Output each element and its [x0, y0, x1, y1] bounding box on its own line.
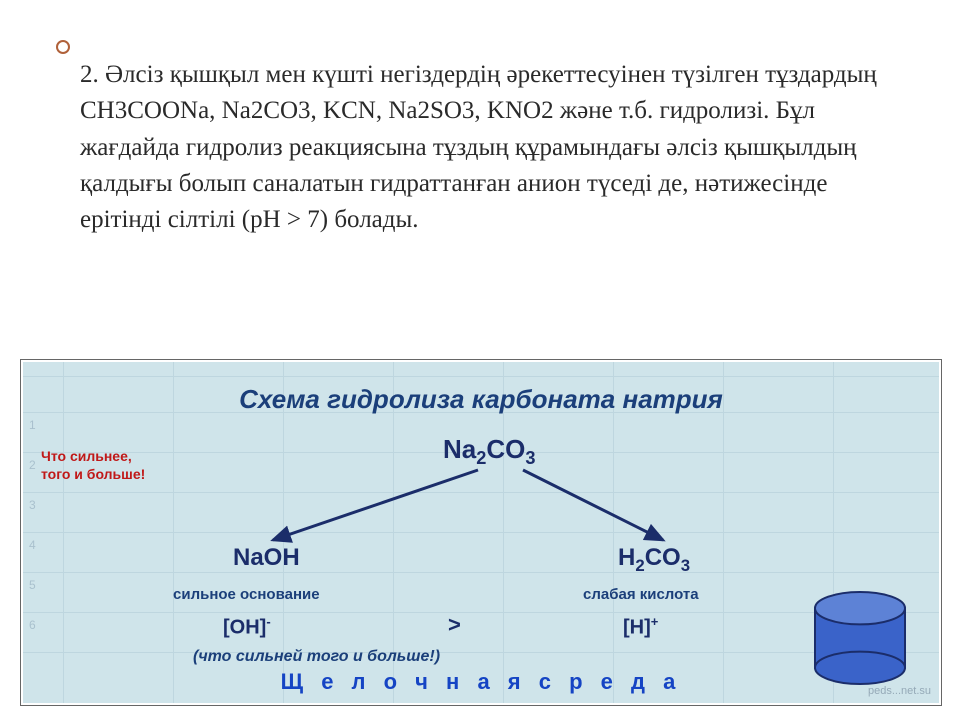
- greater-than-sign: >: [448, 612, 461, 638]
- diagram-frame: 1 2 3 4 5 6 Схема гидролиза карбоната на…: [20, 359, 942, 706]
- ion-oh: [OH]-: [223, 614, 271, 640]
- beaker-cylinder-icon: [813, 590, 907, 686]
- slide: 2. Әлсіз қышқыл мен күшті негіздердің әр…: [0, 0, 960, 720]
- formula-h2co3: H2CO3: [618, 544, 690, 576]
- formula-naoh: NaOH: [233, 544, 300, 572]
- formula-na2co3: Na2CO3: [443, 434, 536, 469]
- hydrolysis-diagram: 1 2 3 4 5 6 Схема гидролиза карбоната на…: [23, 362, 939, 703]
- environment-label: Щ е л о ч н а я с р е д а: [23, 669, 939, 695]
- watermark-text: peds...net.su: [868, 685, 931, 697]
- diagram-title: Схема гидролиза карбоната натрия: [23, 384, 939, 415]
- bullet-marker-icon: [56, 40, 70, 54]
- body-paragraph: 2. Әлсіз қышқыл мен күшті негіздердің әр…: [80, 57, 880, 238]
- ion-h: [H]+: [623, 614, 658, 640]
- parenthetical-note: (что сильней того и больше!): [193, 648, 440, 666]
- label-weak-acid: слабая кислота: [583, 586, 699, 603]
- side-note-line2: того и больше!: [41, 466, 145, 482]
- label-strong-base: сильное основание: [173, 586, 320, 603]
- side-note-line1: Что сильнее,: [41, 448, 132, 464]
- diagram-side-note: Что сильнее, того и больше!: [41, 448, 145, 483]
